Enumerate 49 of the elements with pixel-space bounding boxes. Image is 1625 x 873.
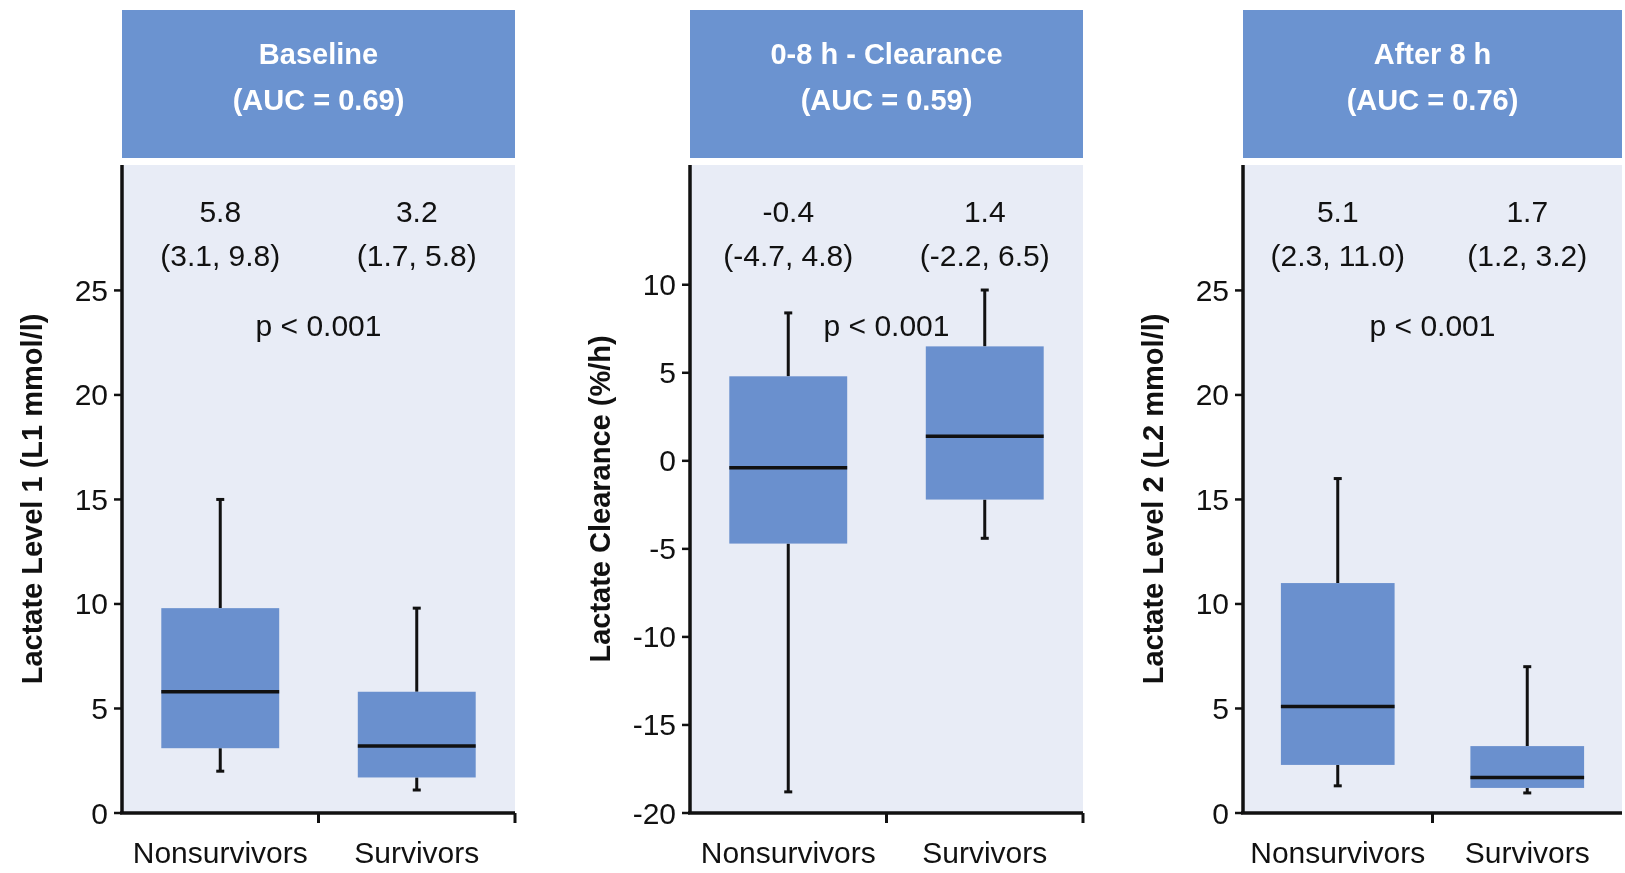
y-tick-label: 10: [642, 268, 676, 302]
annotation: p < 0.001: [255, 309, 382, 342]
annotation: 1.7: [1506, 195, 1549, 228]
annotation: (1.2, 3.2): [1467, 239, 1588, 272]
x-tick-label: Nonsurvivors: [132, 836, 308, 869]
y-tick-label: 10: [1195, 587, 1229, 621]
y-tick-label: 25: [74, 273, 108, 307]
chart-title: After 8 h: [1373, 38, 1492, 70]
y-axis-title: Lactate Clearance (%/h): [584, 335, 616, 663]
annotation: p < 0.001: [823, 309, 950, 342]
y-tick-label: -15: [632, 708, 676, 742]
annotation: (-2.2, 6.5): [919, 239, 1050, 272]
y-tick-label: 10: [74, 587, 108, 621]
y-axis-title: Lactate Level 1 (L1 mmol/l): [16, 313, 48, 685]
y-tick-label: 5: [1212, 691, 1229, 725]
y-axis-title: Lactate Level 2 (L2 mmol/l): [1137, 313, 1169, 685]
y-tick-label: 15: [1195, 482, 1229, 516]
x-tick-label: Survivors: [1464, 836, 1590, 869]
y-tick-label: 0: [91, 796, 108, 830]
annotation: 5.1: [1316, 195, 1359, 228]
chart-title: 0-8 h - Clearance: [770, 38, 1003, 70]
chart-subtitle: (AUC = 0.59): [800, 84, 973, 116]
annotation: (-4.7, 4.8): [723, 239, 854, 272]
y-tick-label: 25: [1195, 273, 1229, 307]
y-tick-label: -5: [649, 532, 676, 566]
y-tick-label: 0: [659, 444, 676, 478]
y-tick-label: 20: [1195, 378, 1229, 412]
annotation: 1.4: [963, 195, 1006, 228]
x-tick-label: Survivors: [922, 836, 1048, 869]
x-tick-label: Survivors: [354, 836, 480, 869]
x-tick-label: Nonsurvivors: [1250, 836, 1426, 869]
y-tick-label: -10: [632, 620, 676, 654]
x-tick-label: Nonsurvivors: [700, 836, 876, 869]
y-tick-label: 0: [1212, 796, 1229, 830]
annotation: (3.1, 9.8): [160, 239, 281, 272]
y-tick-label: 5: [91, 691, 108, 725]
annotation: (1.7, 5.8): [356, 239, 477, 272]
annotation: (2.3, 11.0): [1270, 239, 1406, 272]
chart-title: Baseline: [258, 38, 379, 70]
annotation: -0.4: [762, 195, 815, 228]
y-tick-label: -20: [632, 796, 676, 830]
annotation: p < 0.001: [1369, 309, 1496, 342]
chart-subtitle: (AUC = 0.69): [232, 84, 405, 116]
y-tick-label: 20: [74, 378, 108, 412]
annotation: 5.8: [199, 195, 242, 228]
y-tick-label: 5: [659, 356, 676, 390]
annotation: 3.2: [395, 195, 438, 228]
y-tick-label: 15: [74, 482, 108, 516]
chart-subtitle: (AUC = 0.76): [1346, 84, 1519, 116]
